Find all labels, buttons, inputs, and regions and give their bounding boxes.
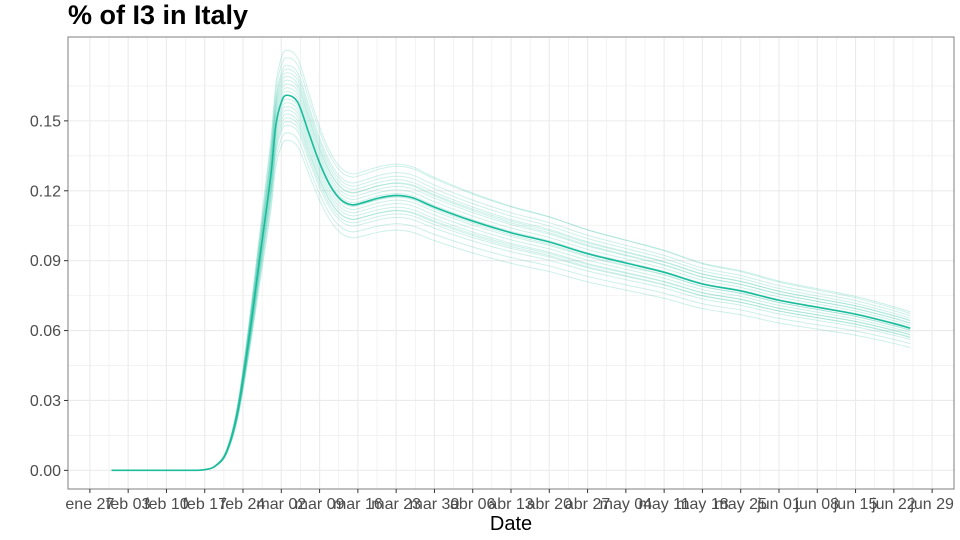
x-tick-label: jun 29 — [909, 496, 954, 513]
x-tick-label: abr 13 — [488, 496, 533, 513]
y-tick-label: 0.15 — [30, 113, 61, 130]
x-tick-label: jun 22 — [871, 496, 916, 513]
series-line — [111, 94, 911, 472]
y-axis: 0.00 0.03 0.06 0.09 0.12 0.15 — [30, 113, 68, 480]
x-tick-label: mar 02 — [256, 496, 306, 513]
x-tick-label: jun 15 — [833, 496, 878, 513]
grid-major — [68, 37, 954, 489]
ensemble-line — [111, 64, 911, 471]
ensemble-line — [111, 57, 911, 471]
x-tick-label: mar 09 — [295, 496, 345, 513]
y-tick-label: 0.03 — [30, 393, 61, 410]
x-tick-label: mar 16 — [333, 496, 383, 513]
x-tick-label: ene 27 — [65, 496, 114, 513]
x-tick-label: may 04 — [600, 496, 653, 513]
ensemble-line — [111, 124, 911, 471]
x-axis-title: Date — [490, 513, 532, 535]
x-tick-label: may 18 — [676, 496, 729, 513]
grid-minor — [68, 37, 954, 489]
main-line — [111, 94, 911, 472]
ensemble-line — [111, 121, 911, 471]
x-tick-label: feb 10 — [144, 496, 189, 513]
plot-panel — [67, 36, 955, 490]
ensemble-line — [111, 132, 911, 471]
y-tick-label: 0.12 — [30, 183, 61, 200]
x-tick-label: mar 23 — [371, 496, 421, 513]
x-tick-label: feb 17 — [182, 496, 227, 513]
x-tick-label: mar 30 — [410, 496, 460, 513]
ensemble-line — [111, 49, 911, 471]
x-tick-label: abr 20 — [527, 496, 572, 513]
x-tick-label: feb 03 — [106, 496, 151, 513]
x-tick-label: jun 08 — [794, 496, 839, 513]
x-tick-label: abr 06 — [450, 496, 495, 513]
y-tick-label: 0.06 — [30, 323, 61, 340]
y-tick-label: 0.09 — [30, 253, 61, 270]
chart-title: % of I3 in Italy — [68, 0, 248, 30]
x-tick-label: may 11 — [638, 496, 689, 513]
ensemble-line — [111, 139, 911, 471]
x-tick-label: feb 24 — [221, 496, 266, 513]
y-tick-label: 0.00 — [30, 463, 61, 480]
x-tick-label: may 25 — [714, 496, 767, 513]
x-tick-label: abr 27 — [565, 496, 610, 513]
x-tick-label: jun 01 — [756, 496, 801, 513]
